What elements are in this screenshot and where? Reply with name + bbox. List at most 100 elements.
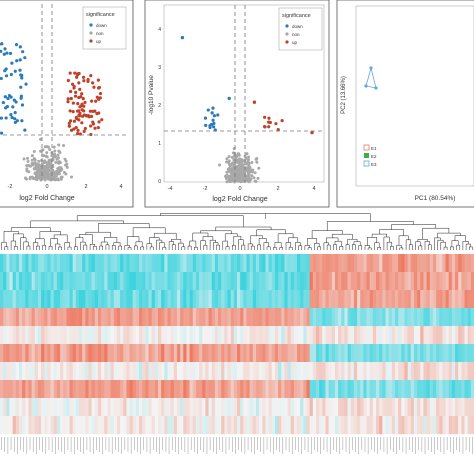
heatmap-cell — [75, 416, 80, 435]
heatmap-cell — [439, 344, 443, 363]
heatmap-cell — [227, 254, 232, 273]
heatmap-cell — [6, 380, 10, 399]
point-non — [36, 163, 40, 167]
heatmap-cell — [164, 344, 168, 363]
heatmap-cell — [240, 272, 244, 291]
heatmap-cell — [47, 272, 51, 291]
heatmap-cell — [297, 272, 301, 291]
heatmap-cell — [139, 254, 143, 273]
heatmap-cell — [192, 380, 197, 399]
heatmap-cell — [183, 326, 187, 345]
point-up — [97, 86, 101, 90]
heatmap-cell — [230, 308, 235, 327]
heatmap-cell — [44, 416, 48, 435]
heatmap-cell — [350, 326, 355, 345]
heatmap-cell — [237, 362, 241, 381]
heatmap-cell — [123, 326, 127, 345]
heatmap-cell — [202, 416, 206, 435]
heatmap-cell — [154, 290, 159, 309]
heatmap-cell — [186, 362, 190, 381]
heatmap-cell — [180, 308, 184, 327]
heatmap-cell — [360, 326, 364, 345]
point-up — [77, 118, 81, 122]
point-up — [76, 128, 80, 132]
heatmap-cell — [360, 308, 364, 327]
heatmap-cell — [91, 272, 96, 291]
heatmap-cell — [132, 398, 137, 417]
heatmap-cell — [211, 272, 216, 291]
panel-b-legend-down: down — [96, 23, 107, 28]
heatmap-cell — [107, 416, 111, 435]
heatmap-cell — [413, 380, 418, 399]
heatmap-cell — [101, 290, 105, 309]
heatmap-cell — [3, 362, 7, 381]
heatmap-cell — [303, 254, 307, 273]
heatmap-cell — [252, 344, 257, 363]
heatmap-cell — [274, 344, 279, 363]
heatmap-cell — [401, 290, 405, 309]
heatmap-cell — [53, 326, 58, 345]
heatmap-cell — [199, 272, 203, 291]
heatmap-cell — [388, 308, 393, 327]
heatmap-cell — [208, 416, 213, 435]
heatmap-cell — [69, 308, 74, 327]
heatmap-cell — [319, 290, 323, 309]
heatmap-cell — [120, 416, 124, 435]
heatmap-cell — [274, 290, 279, 309]
heatmap-cell — [290, 326, 295, 345]
heatmap-cell — [341, 416, 345, 435]
heatmap-cell — [167, 380, 172, 399]
heatmap-cell — [173, 362, 178, 381]
heatmap-cell — [243, 308, 247, 327]
heatmap-cell — [372, 380, 377, 399]
heatmap-cell — [432, 254, 437, 273]
heatmap-cell — [347, 254, 352, 273]
heatmap-cell — [161, 290, 165, 309]
heatmap-cell — [15, 398, 20, 417]
heatmap-cell — [139, 326, 143, 345]
heatmap-cell — [467, 398, 472, 417]
heatmap-cell — [97, 308, 102, 327]
heatmap-cell — [79, 326, 83, 345]
point-non — [53, 174, 57, 178]
heatmap-cell — [293, 254, 298, 273]
heatmap-cell — [107, 344, 111, 363]
heatmap-cell — [154, 398, 159, 417]
heatmap-cell — [161, 308, 165, 327]
heatmap-cell — [129, 416, 134, 435]
heatmap-cell — [75, 398, 80, 417]
heatmap-cell — [41, 362, 45, 381]
heatmap-cell — [448, 308, 453, 327]
heatmap-cell — [455, 272, 459, 291]
heatmap-cell — [56, 344, 61, 363]
heatmap-cell — [53, 290, 58, 309]
heatmap-cell — [312, 416, 317, 435]
heatmap-cell — [271, 380, 276, 399]
heatmap-cell — [208, 344, 213, 363]
heatmap-cell — [208, 254, 213, 273]
heatmap-cell — [145, 398, 149, 417]
heatmap-cell — [135, 308, 140, 327]
heatmap-cell — [287, 380, 292, 399]
point-up — [92, 85, 96, 89]
heatmap-cell — [246, 398, 251, 417]
heatmap-cell — [357, 290, 361, 309]
heatmap-cell — [237, 272, 241, 291]
heatmap-cell — [211, 290, 216, 309]
heatmap-cell — [265, 398, 269, 417]
heatmap-cell — [417, 308, 421, 327]
heatmap-cell — [66, 344, 70, 363]
heatmap-cell — [350, 272, 355, 291]
heatmap-cell — [259, 254, 263, 273]
heatmap-cell — [420, 344, 424, 363]
heatmap-cell — [214, 326, 219, 345]
heatmap-cell — [3, 272, 7, 291]
point-non — [246, 171, 250, 175]
heatmap-cell — [224, 398, 228, 417]
heatmap-cell — [79, 380, 83, 399]
heatmap-cell — [347, 416, 352, 435]
point-non — [227, 169, 231, 173]
heatmap-cell — [135, 344, 140, 363]
point-non — [45, 174, 49, 178]
heatmap-cell — [12, 398, 17, 417]
